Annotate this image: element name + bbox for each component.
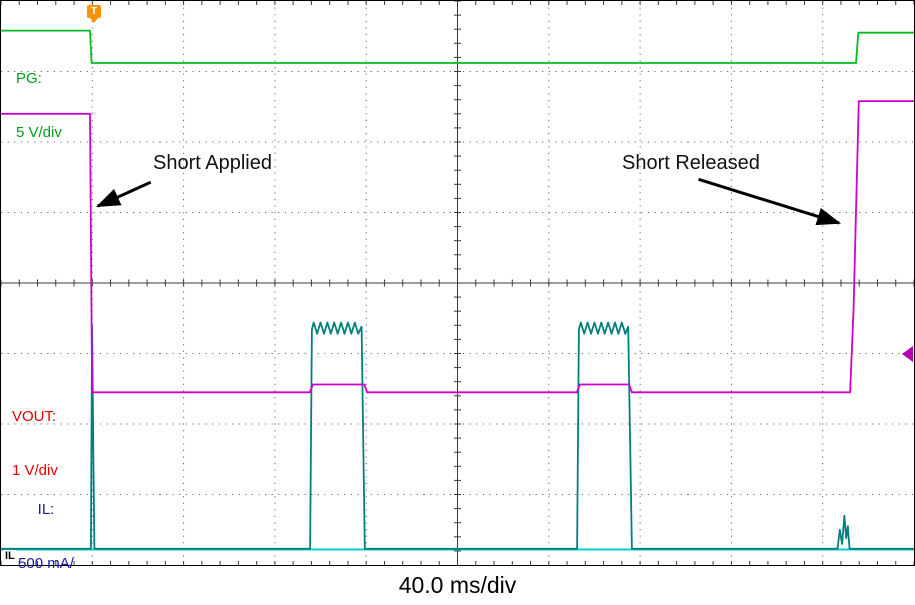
trace-vout	[1, 100, 914, 394]
annotation-short-applied: Short Applied	[153, 152, 272, 174]
channel-label-pg: PG: 5 V/div	[16, 34, 62, 178]
channel-label-il-line2: 500 mA/	[18, 555, 74, 572]
trigger-marker-icon: T	[87, 5, 101, 23]
timebase-label: 40.0 ms/div	[398, 572, 517, 598]
channel-label-vout: VOUT: 1 V/div	[12, 372, 58, 516]
trace-pg	[1, 29, 914, 64]
channel-label-il-line1: IL:	[37, 501, 55, 518]
channel-label-pg-line2: 5 V/div	[16, 124, 62, 141]
il-trace-badge: IL	[4, 550, 16, 562]
annotation-arrow-0	[95, 180, 152, 208]
annotation-short-released: Short Released	[622, 152, 760, 174]
channel-label-pg-line1: PG:	[16, 70, 42, 87]
channel-label-vout-line1: VOUT:	[12, 408, 57, 425]
trace-il	[1, 321, 914, 550]
waveform-plot	[1, 1, 914, 565]
vout-level-marker-icon	[902, 346, 913, 362]
scope-graticule: PG: 5 V/div VOUT: 1 V/div IL: 500 mA/ di…	[0, 0, 915, 572]
channel-label-il: IL: 500 mA/ div	[11, 465, 81, 605]
channel-label-vout-line2: 1 V/div	[12, 462, 58, 479]
annotation-arrow-1	[698, 177, 842, 226]
